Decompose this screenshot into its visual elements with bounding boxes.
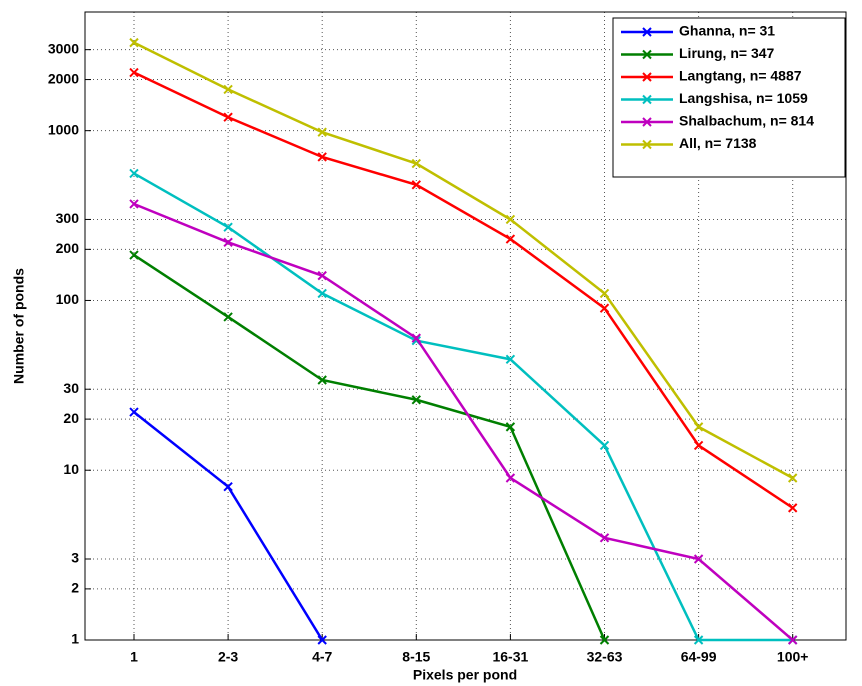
marker [223,112,233,122]
x-tick-label: 16-31 [492,649,528,665]
legend-entry: All, n= 7138 [621,135,757,151]
legend-entry: Lirung, n= 347 [621,45,775,61]
marker [223,312,233,322]
series-line [133,202,794,641]
marker [129,67,139,78]
marker [599,303,610,313]
legend-marker [642,94,652,105]
marker [599,288,610,299]
legend-marker [642,49,652,60]
y-tick-label: 100 [56,291,80,307]
marker [223,237,233,248]
marker [411,180,422,190]
series-line [133,172,793,642]
legend-label: All, n= 7138 [679,135,757,151]
marker [129,37,139,48]
marker [599,533,610,543]
legend-entry: Langtang, n= 4887 [621,68,802,84]
y-tick-label: 3000 [48,40,79,56]
marker [411,395,422,405]
marker [693,635,704,645]
marker [411,333,422,343]
legend-marker [642,139,652,150]
marker [599,635,610,645]
marker [787,635,798,645]
y-tick-label: 2000 [48,70,79,86]
marker [693,422,704,432]
legend-box [612,17,846,178]
series-line [133,41,794,480]
y-tick-label: 300 [56,210,80,226]
x-tick-label: 2-3 [218,649,238,665]
legend-entry: Shalbachum, n= 814 [621,113,814,129]
x-tick-label: 8-15 [402,649,430,665]
y-tick-label: 30 [63,380,79,396]
x-tick-label: 32-63 [587,649,623,665]
x-tick-label: 4-7 [312,649,332,665]
marker [505,234,516,244]
marker [505,473,516,483]
marker [317,270,327,281]
legend-label: Ghanna, n= 31 [679,23,775,39]
legend-label: Langshisa, n= 1059 [679,90,808,106]
x-axis-label: Pixels per pond [413,667,517,683]
x-tick-label: 1 [130,649,138,665]
y-tick-label: 20 [63,410,79,426]
series-line [133,71,794,509]
legend-entry: Langshisa, n= 1059 [621,90,808,106]
legend-marker [642,27,652,37]
x-tick-label: 100+ [777,649,809,665]
marker [317,375,327,385]
y-tick-label: 10 [63,461,79,477]
marker [317,152,327,162]
marker [129,407,139,417]
marker [505,422,516,432]
marker [693,440,704,451]
y-tick-label: 1 [71,631,79,647]
marker [317,635,327,645]
axes-frame [84,11,847,641]
marker [129,168,139,179]
marker [693,554,704,564]
legend: Ghanna, n= 31 Lirung, n= 347 Langtang, n= … [612,17,846,178]
marker [223,84,233,95]
marker [223,222,233,232]
legend-marker [642,72,652,82]
series-line [133,254,606,641]
marker [787,473,798,483]
marker [223,481,233,492]
y-tick-label: 2 [71,580,79,596]
y-tick-label: 3 [71,550,79,566]
x-tick-label: 64-99 [681,649,717,665]
marker [505,214,516,225]
marker [317,127,327,137]
legend-label: Langtang, n= 4887 [679,68,802,84]
legend-label: Lirung, n= 347 [679,45,775,61]
marker [599,440,610,451]
marker [129,199,139,209]
y-axis-label: Number of ponds [11,268,27,384]
marker [129,250,139,260]
y-tick-label: 1000 [48,121,79,137]
y-tick-label: 200 [56,240,80,256]
marker [411,158,422,169]
marker [787,503,798,513]
marker [317,288,327,299]
legend-marker [642,117,652,127]
legend-label: Shalbachum, n= 814 [679,113,814,129]
legend-entry: Ghanna, n= 31 [621,23,775,39]
marker [505,354,516,365]
